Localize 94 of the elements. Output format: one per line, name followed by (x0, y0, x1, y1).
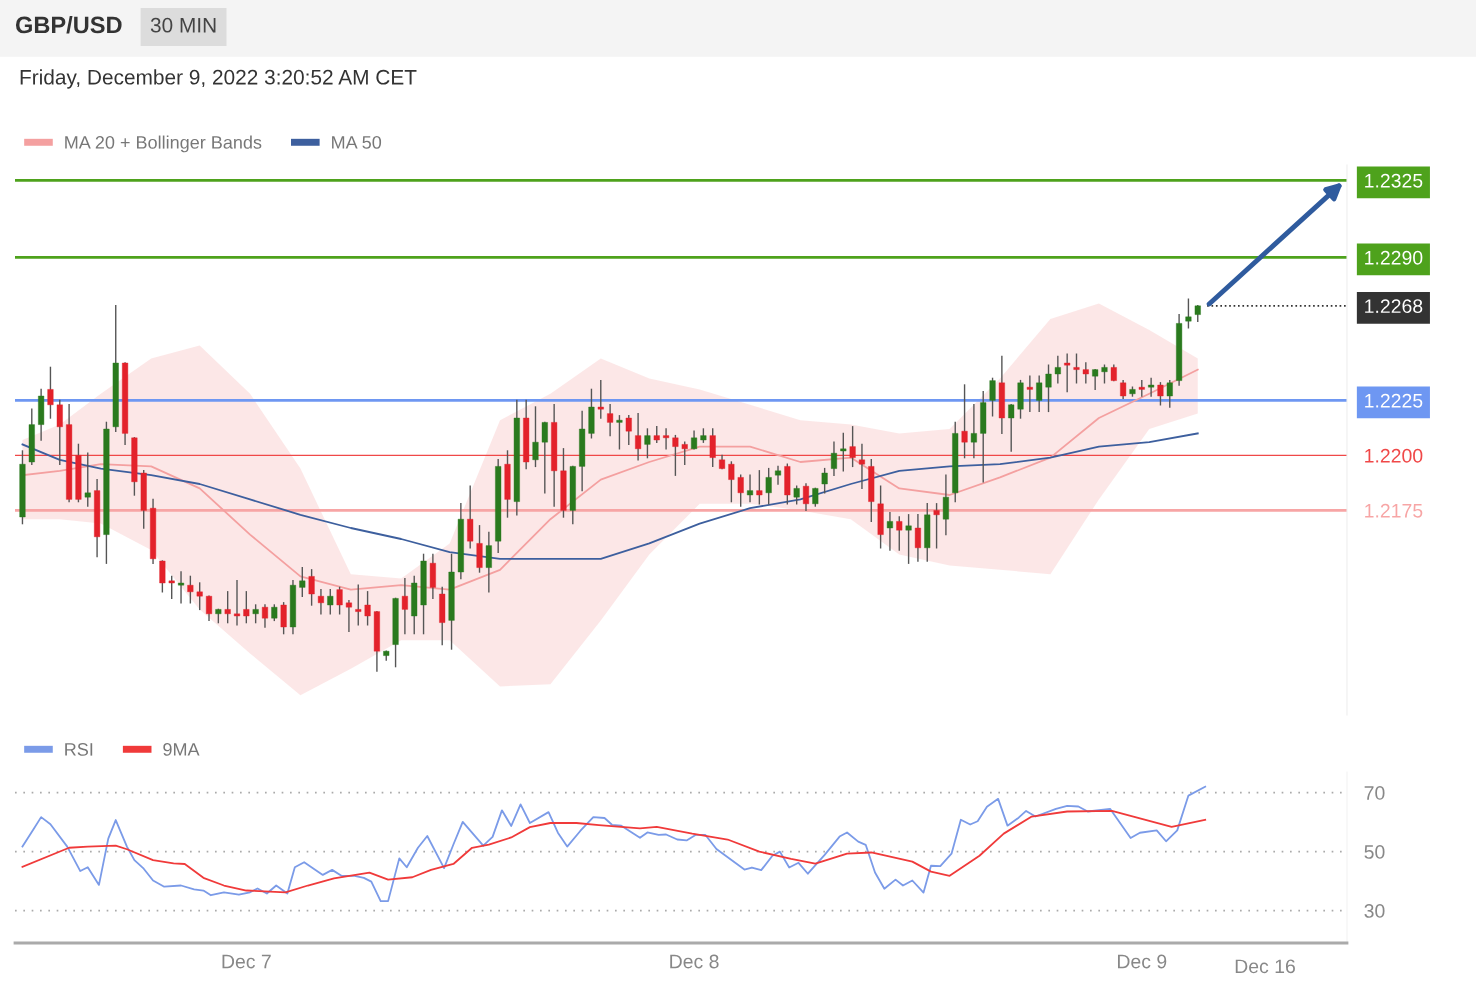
y-tick-label: 1.2325 (1365, 173, 1423, 188)
x-tick-label: Dec 9 (1117, 954, 1167, 969)
candlestick (1073, 353, 1080, 384)
candlestick (737, 474, 744, 507)
candlestick (1036, 375, 1043, 413)
candlestick (84, 452, 91, 507)
candlestick (607, 404, 614, 437)
chart-subtitle: Friday, December 9, 2022 3:20:52 AM CET (20, 69, 417, 89)
y-tick-label: 50 (1364, 845, 1385, 859)
line-series (21, 810, 1207, 894)
candlestick (625, 415, 632, 446)
candlestick (961, 384, 968, 459)
candlestick (280, 602, 287, 635)
candlestick (168, 575, 175, 600)
candlestick (532, 406, 539, 468)
candlestick (401, 577, 408, 635)
candlestick (243, 591, 250, 624)
line-series (21, 785, 1207, 903)
candlestick (336, 586, 343, 615)
candlestick (47, 366, 54, 419)
candlestick (1054, 355, 1061, 384)
candlestick (1092, 368, 1099, 391)
candlestick (1157, 382, 1164, 406)
candlestick (840, 432, 847, 472)
y-tick-label: 1.2268 (1365, 299, 1423, 314)
candlestick (765, 467, 772, 505)
y-tick-label: 1.2200 (1365, 448, 1423, 463)
legend-label: 9MA (163, 743, 200, 756)
candlestick (1026, 375, 1033, 413)
candlestick (858, 443, 865, 490)
candlestick (747, 474, 754, 503)
candlestick (970, 404, 977, 459)
legend-label: MA 20 + Bollinger Bands (65, 135, 262, 153)
candlestick (933, 503, 940, 549)
candlestick (886, 511, 893, 551)
candlestick (896, 516, 903, 551)
candlestick (1166, 379, 1173, 408)
x-tick-label: Dec 8 (670, 954, 719, 969)
candlestick (681, 441, 688, 465)
candlestick (187, 575, 194, 604)
legend-label: MA 50 (332, 136, 382, 149)
candlestick (224, 591, 231, 624)
chart-title: GBP/USD (15, 16, 122, 34)
candlestick (1148, 377, 1155, 397)
candlestick (1064, 353, 1071, 393)
candlestick (802, 483, 809, 512)
candlestick (355, 584, 362, 626)
candlestick (541, 421, 548, 494)
text: 30 MIN (150, 17, 216, 33)
y-tick-label: 1.2225 (1365, 393, 1423, 408)
candlestick (485, 531, 492, 593)
line-series (21, 432, 1199, 560)
candlestick (635, 412, 642, 461)
candlestick (728, 461, 735, 503)
candlestick (364, 591, 371, 626)
candlestick (989, 377, 996, 417)
candlestick (709, 428, 716, 468)
legend-label: RSI (65, 743, 93, 756)
candlestick (756, 470, 763, 505)
candlestick (616, 415, 623, 450)
candlestick (178, 571, 185, 604)
y-tick-label: 1.2175 (1365, 503, 1423, 518)
candlestick (1045, 364, 1052, 413)
candlestick (1008, 404, 1015, 452)
y-tick-label: 70 (1364, 786, 1385, 800)
candlestick (597, 379, 604, 419)
x-tick-label: Dec 7 (222, 954, 271, 969)
candlestick (942, 474, 949, 536)
candlestick (261, 604, 268, 628)
candlestick (56, 399, 63, 465)
candlestick (905, 514, 912, 564)
candlestick (663, 428, 670, 450)
candlestick (159, 560, 166, 593)
candlestick (299, 566, 306, 597)
candlestick (849, 426, 856, 468)
candlestick (327, 588, 334, 615)
candlestick (775, 465, 782, 485)
text: Dec 16 (1235, 959, 1295, 974)
candlestick (206, 595, 213, 622)
candlestick (1082, 362, 1089, 384)
candlestick (672, 434, 679, 476)
y-tick-label: 30 (1364, 904, 1385, 918)
candlestick (233, 580, 241, 626)
candlestick (644, 428, 651, 459)
candlestick (914, 514, 921, 562)
candlestick (196, 582, 203, 611)
candlestick (308, 569, 315, 606)
y-tick-label: 1.2290 (1365, 250, 1423, 265)
candlestick (467, 485, 474, 549)
candlestick (1185, 298, 1192, 329)
candlestick (821, 467, 828, 494)
candlestick (317, 588, 324, 615)
candlestick (830, 441, 837, 476)
candlestick (345, 599, 352, 633)
